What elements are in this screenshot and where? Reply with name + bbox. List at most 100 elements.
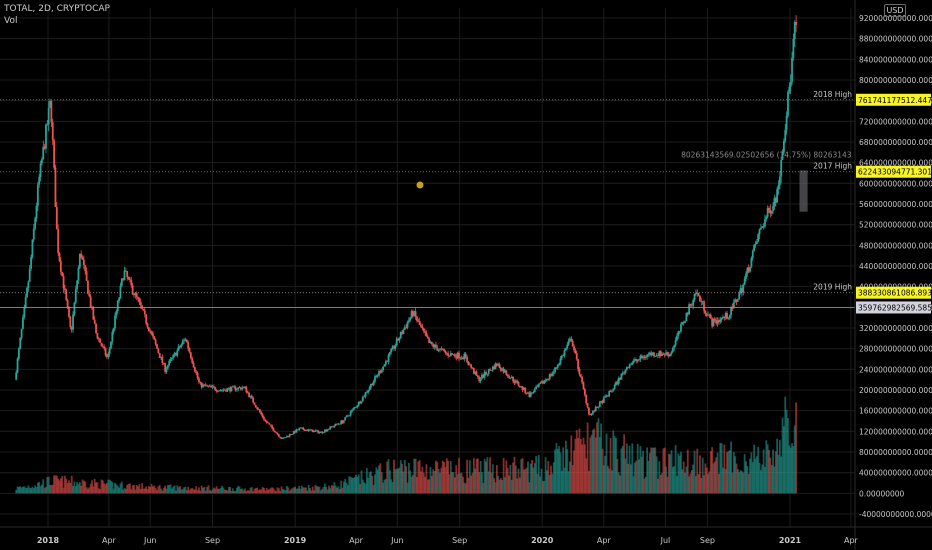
x-tick-label: Jun	[143, 536, 157, 545]
currency-badge[interactable]: USD	[884, 4, 906, 17]
candle-body	[730, 307, 733, 316]
y-tick-label: 0.00000000	[859, 489, 905, 498]
volume-bar	[368, 472, 371, 494]
candle-body	[110, 341, 112, 349]
volume-bar	[745, 461, 747, 494]
volume-bar	[615, 438, 617, 494]
candle-body	[344, 417, 347, 421]
volume-bar	[394, 469, 397, 494]
candle-body	[713, 318, 716, 321]
candle-body	[666, 352, 669, 355]
volume-bar	[444, 466, 447, 494]
volume-bar	[305, 487, 307, 494]
candle-body	[601, 401, 604, 403]
candle-body	[184, 339, 187, 341]
volume-bar	[506, 467, 509, 494]
candle-body	[17, 348, 20, 359]
candle-body	[294, 431, 297, 433]
candle-body	[397, 338, 399, 341]
volume-bar	[225, 489, 227, 494]
volume-bar	[651, 447, 654, 494]
volume-legend[interactable]: Vol	[4, 16, 18, 26]
candle-body	[149, 331, 152, 333]
candle-body	[363, 396, 366, 398]
candle-body	[338, 423, 341, 425]
candle-body	[272, 428, 275, 431]
volume-bar	[290, 489, 292, 494]
candle-body	[723, 316, 726, 318]
volume-bar	[101, 480, 104, 494]
volume-bar	[107, 479, 110, 494]
volume-bar	[596, 422, 598, 494]
volume-bar	[491, 464, 494, 494]
volume-bar	[118, 487, 120, 494]
candle-body	[751, 250, 754, 258]
volume-bar	[97, 488, 100, 494]
volume-bar	[621, 446, 624, 494]
candle-body	[69, 316, 72, 328]
candle-body	[720, 317, 723, 320]
volume-bar	[69, 482, 72, 494]
volume-bar	[654, 447, 657, 494]
candle-body	[268, 423, 271, 425]
candle-body	[194, 367, 196, 372]
candle-body	[284, 437, 287, 439]
volume-bar	[176, 485, 179, 494]
candle-body	[365, 392, 368, 394]
candle-body	[336, 423, 338, 425]
candle-body	[504, 370, 506, 373]
volume-bar	[374, 474, 376, 494]
candle-body	[738, 293, 741, 300]
volume-bar	[667, 453, 670, 494]
candle-body	[746, 267, 749, 274]
candle-body	[590, 413, 593, 415]
candle-body	[792, 38, 795, 58]
x-tick-label: 2020	[531, 536, 554, 545]
volume-bar	[785, 409, 788, 494]
volume-bar	[58, 480, 61, 494]
candle-body	[447, 353, 450, 356]
level-name: 2018 High	[813, 90, 852, 99]
volume-bar	[91, 480, 93, 494]
candle-body	[175, 352, 177, 356]
candle-body	[393, 346, 395, 349]
candle-body	[787, 91, 789, 116]
candle-body	[663, 354, 666, 356]
volume-bar	[682, 461, 685, 494]
volume-bar	[759, 470, 762, 494]
volume-bar	[55, 475, 58, 494]
candle-body	[265, 420, 268, 423]
volume-bar	[139, 488, 142, 494]
volume-bar	[189, 488, 192, 494]
candle-body	[261, 414, 264, 418]
candle-body	[418, 320, 421, 325]
volume-bar	[424, 476, 426, 494]
candle-body	[89, 296, 92, 307]
volume-bar	[129, 483, 131, 494]
volume-bar	[520, 459, 523, 494]
volume-bar	[172, 486, 175, 494]
volume-bar	[518, 477, 521, 494]
volume-bar	[264, 490, 267, 494]
candle-body	[489, 369, 491, 371]
volume-bar	[248, 490, 250, 494]
candle-body	[252, 397, 255, 403]
candle-body	[395, 338, 398, 346]
candle-body	[430, 341, 433, 345]
volume-bar	[364, 483, 367, 494]
volume-bar	[300, 485, 303, 494]
volume-bar	[523, 469, 525, 494]
candle-body	[93, 319, 96, 324]
candle-body	[97, 338, 100, 340]
volume-bar	[92, 486, 95, 494]
volume-bar	[50, 485, 53, 494]
candle-body	[588, 407, 590, 415]
volume-bar	[510, 479, 513, 494]
volume-bar	[183, 487, 185, 494]
y-tick-label: 560000000000.00000000	[859, 200, 932, 209]
symbol-title[interactable]: TOTAL, 2D, CRYPTOCAP	[4, 4, 110, 14]
candle-body	[551, 373, 554, 376]
volume-bar	[120, 481, 123, 494]
volume-bar	[212, 487, 215, 494]
